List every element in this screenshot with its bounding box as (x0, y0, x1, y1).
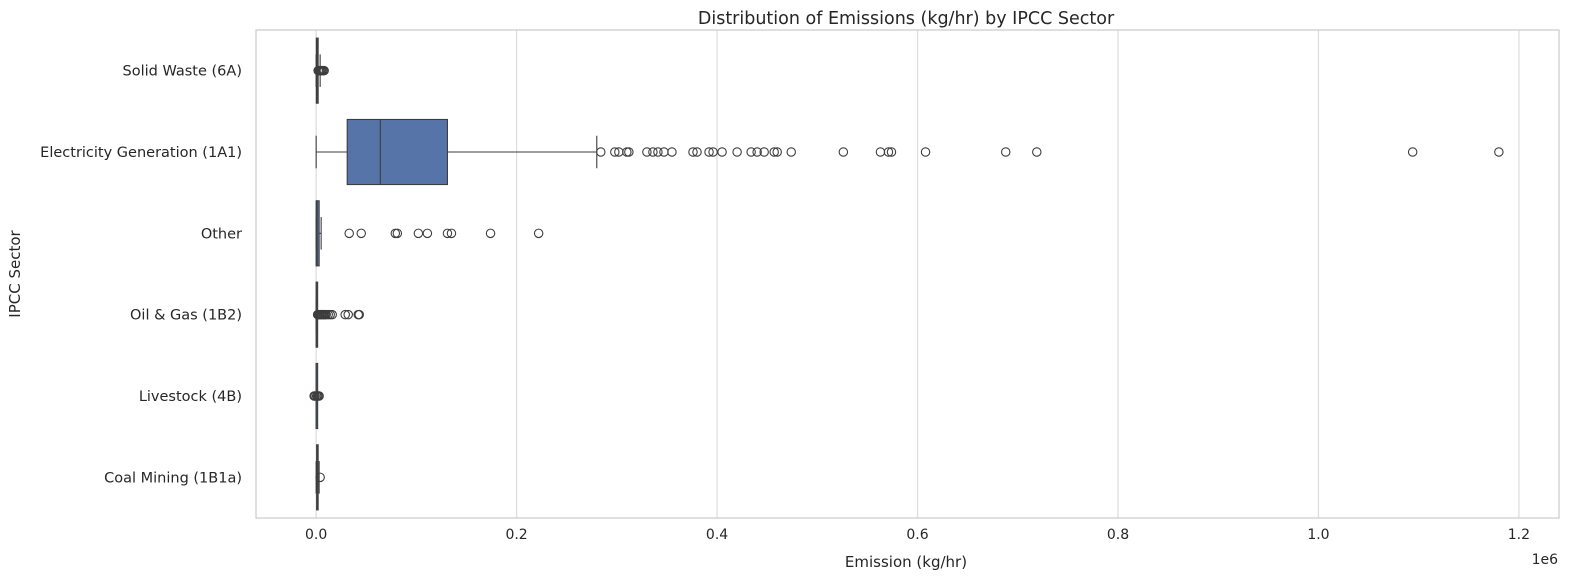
outlier-point (422, 228, 433, 239)
box-group (315, 444, 325, 511)
outlier-point (692, 147, 702, 157)
outlier-point (315, 472, 325, 483)
box-group (315, 118, 1504, 186)
outlier-point (356, 228, 366, 239)
outlier-point (752, 147, 762, 157)
outlier-point (1032, 147, 1042, 157)
outlier-point (704, 147, 714, 157)
y-tick-labels: Solid Waste (6A) Electricity Generation (… (40, 64, 242, 487)
outlier-point (769, 147, 779, 157)
outlier-point (1494, 147, 1504, 157)
y-tick-label: Livestock (4B) (139, 389, 242, 405)
outlier-point (442, 228, 453, 239)
outlier-point (648, 147, 658, 157)
outlier-point (596, 147, 606, 157)
x-tick-label: 0.8 (1107, 527, 1129, 543)
outlier-point (886, 147, 897, 157)
outlier-point (688, 147, 698, 157)
box-group (313, 37, 329, 104)
outlier-point (1000, 147, 1011, 157)
outlier-point (344, 228, 354, 239)
outlier-point (327, 309, 337, 320)
box-group (312, 281, 364, 348)
outlier-point (642, 147, 652, 157)
x-axis-offset-label: 1e6 (1532, 552, 1559, 568)
outlier-point (624, 147, 634, 157)
box-group (309, 362, 324, 430)
y-tick-label: Coal Mining (1B1a) (104, 470, 242, 486)
outlier-point (314, 391, 324, 401)
outlier-point (533, 228, 544, 239)
outlier-point (653, 147, 663, 157)
x-tick-label: 1.2 (1508, 527, 1530, 543)
outlier-point (786, 147, 796, 157)
chart-title: Distribution of Emissions (kg/hr) by IPC… (698, 9, 1115, 29)
y-tick-label: Solid Waste (6A) (123, 64, 242, 80)
outlier-point (838, 147, 849, 157)
outlier-point (485, 228, 496, 239)
outlier-point (667, 147, 677, 157)
x-tick-label: 0.6 (906, 527, 928, 543)
outlier-point (746, 147, 756, 157)
outlier-point (343, 309, 353, 320)
x-tick-label: 0.0 (305, 527, 327, 543)
plot-frame (255, 29, 1560, 519)
outlier-point (340, 309, 350, 320)
outlier-point (1407, 147, 1418, 157)
outlier-point (759, 147, 769, 157)
outlier-point (717, 147, 727, 157)
y-axis-label: IPCC Sector (6, 229, 24, 317)
outlier-point (708, 147, 718, 157)
box-group (315, 200, 544, 267)
outlier-point (413, 228, 424, 239)
y-tick-label: Other (201, 226, 242, 242)
x-tick-label: 1.0 (1307, 527, 1329, 543)
x-axis-label: Emission (kg/hr) (845, 553, 967, 571)
outlier-point (920, 147, 931, 157)
outlier-point (610, 147, 620, 157)
outlier-point (354, 309, 364, 320)
x-ticks: 0.0 0.2 0.4 0.6 0.8 1.0 1.2 (305, 527, 1530, 543)
outlier-point (883, 147, 894, 157)
outlier-point (772, 147, 782, 157)
outlier-point (319, 65, 329, 76)
y-tick-label: Electricity Generation (1A1) (40, 145, 242, 161)
box-layer (309, 37, 1504, 511)
outlier-point (446, 228, 457, 239)
iqr-box (346, 118, 448, 186)
y-tick-label: Oil & Gas (1B2) (130, 308, 242, 324)
outlier-point (732, 147, 742, 157)
grid-lines (315, 30, 1520, 518)
x-tick-label: 0.4 (706, 527, 728, 543)
x-tick-label: 0.2 (505, 527, 527, 543)
outlier-point (392, 228, 403, 239)
